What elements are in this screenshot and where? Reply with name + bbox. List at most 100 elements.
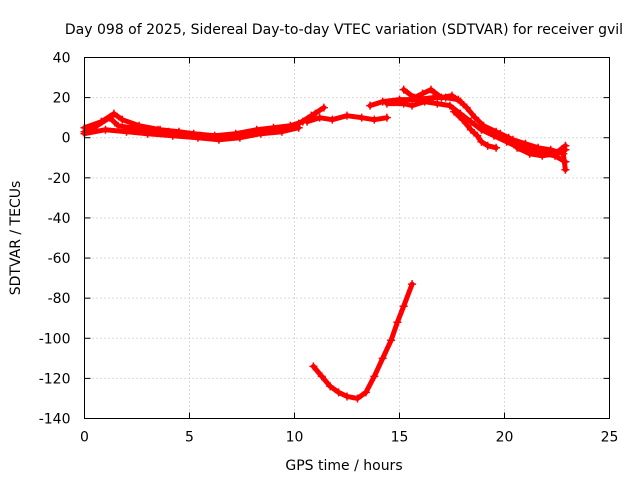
data-point (408, 280, 417, 289)
data-point (418, 89, 427, 98)
data-point (399, 85, 408, 94)
y-tick-label: -140 (39, 412, 71, 428)
y-tick-label: -60 (48, 251, 71, 267)
data-point (534, 143, 543, 152)
data-point (450, 107, 459, 116)
data-point (538, 151, 547, 160)
series-layer (80, 85, 570, 403)
data-point (508, 135, 517, 144)
data-point (483, 141, 492, 150)
data-point (361, 388, 370, 397)
series-track-3 (80, 123, 303, 144)
x-tick-label: 20 (496, 430, 514, 446)
data-point (513, 143, 522, 152)
data-point (387, 336, 396, 345)
data-point (214, 135, 223, 144)
data-point (393, 318, 402, 327)
data-point (559, 149, 568, 158)
series-track-7 (399, 85, 465, 106)
data-point (561, 165, 570, 174)
data-point (328, 115, 337, 124)
data-point (343, 392, 351, 401)
x-tick-label: 25 (601, 430, 619, 446)
y-tick-label: 20 (53, 91, 71, 107)
data-point (550, 149, 559, 158)
data-point (456, 97, 465, 106)
data-point (429, 93, 438, 102)
data-point (382, 113, 391, 122)
data-point (370, 372, 379, 381)
data-point (343, 111, 351, 120)
data-point (193, 133, 202, 142)
series-track-4 (303, 111, 391, 126)
y-axis-label: SDTVAR / TECUs (8, 181, 24, 296)
data-point (143, 129, 152, 138)
data-point (477, 137, 486, 146)
y-tick-label: 40 (53, 51, 71, 67)
y-tick-label: -120 (39, 371, 71, 387)
data-point (382, 99, 391, 108)
data-point (114, 121, 123, 130)
data-point (448, 91, 456, 100)
series-track-2 (80, 109, 320, 140)
data-point (433, 99, 442, 108)
data-point (473, 131, 482, 140)
data-point (235, 133, 244, 142)
data-point (303, 117, 312, 126)
data-point (168, 131, 177, 140)
data-point (466, 125, 475, 134)
data-point (466, 117, 475, 126)
data-point (334, 388, 343, 397)
y-tick-label: -20 (48, 171, 71, 187)
y-tick-label: -100 (39, 331, 71, 347)
data-point (256, 129, 265, 138)
x-tick-label: 10 (286, 430, 304, 446)
data-point (315, 113, 324, 122)
series-track-9 (483, 125, 570, 174)
data-point (437, 93, 446, 102)
data-point (410, 93, 419, 102)
data-point (525, 149, 534, 158)
data-point (521, 139, 530, 148)
data-point (445, 101, 454, 110)
data-point (492, 143, 501, 152)
data-point (135, 121, 144, 130)
y-tick-label: -40 (48, 211, 71, 227)
data-point (471, 113, 480, 122)
data-point (118, 115, 127, 124)
data-point (357, 113, 366, 122)
x-tick-label: 5 (185, 430, 194, 446)
data-point (97, 117, 106, 126)
x-tick-label: 0 (80, 430, 89, 446)
data-point (399, 302, 408, 311)
data-point (319, 103, 328, 112)
chart-title: Day 098 of 2025, Sidereal Day-to-day VTE… (65, 22, 623, 38)
data-point (458, 115, 467, 124)
data-point (122, 127, 131, 136)
data-point (483, 125, 492, 134)
y-tick-label: -80 (48, 291, 71, 307)
data-point (427, 85, 435, 94)
data-point (353, 394, 362, 403)
y-tick-label: 0 (62, 131, 71, 147)
gridlines (84, 57, 610, 419)
series-track-8 (450, 107, 501, 152)
data-point (378, 354, 387, 363)
series-track-10 (513, 141, 570, 160)
data-point (311, 109, 320, 118)
data-point (408, 101, 417, 110)
data-point (420, 97, 429, 106)
data-point (462, 103, 471, 112)
series-track-11 (309, 280, 417, 403)
axis-ticks: 0 5 10 15 20 25 -140 -120 -100 -80 -60 -40 -20 0 20 40 (39, 51, 619, 446)
data-point (309, 362, 318, 371)
data-point (317, 372, 326, 381)
data-point (294, 123, 303, 132)
data-point (366, 101, 375, 110)
data-point (399, 99, 408, 108)
plot-frame (84, 57, 610, 419)
x-axis-label: GPS time / hours (285, 458, 402, 474)
data-point (109, 109, 118, 118)
data-point (370, 115, 379, 124)
